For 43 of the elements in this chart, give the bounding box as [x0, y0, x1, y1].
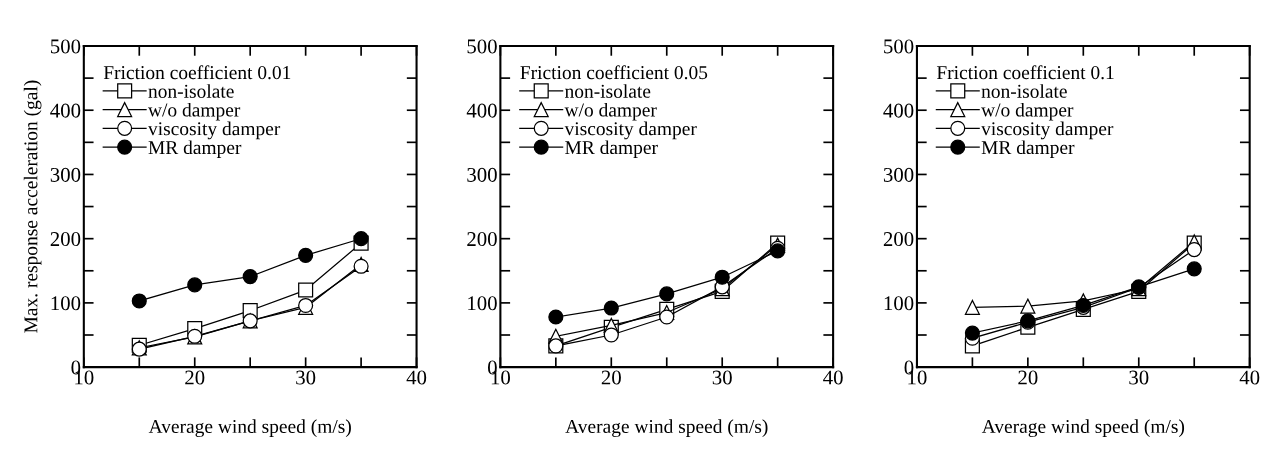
- x-tick-label: 30: [296, 370, 316, 385]
- legend-label: viscosity damper: [147, 121, 281, 140]
- y-tick-label: 100: [884, 296, 914, 311]
- x-tick-label: 40: [1239, 370, 1260, 385]
- x-axis-title: Average wind speed (m/s): [565, 419, 768, 438]
- y-tick-label: 400: [466, 103, 497, 118]
- y-tick-label: 100: [51, 296, 81, 311]
- legend-label: w/o damper: [564, 102, 657, 121]
- x-axis-title: Average wind speed (m/s): [981, 419, 1185, 438]
- y-tick-label: 100: [468, 296, 497, 311]
- x-tick-label: 20: [185, 370, 205, 385]
- y-tick-label: 500: [884, 39, 914, 54]
- y-tick-label: 200: [467, 232, 497, 247]
- y-tick-label: 500: [51, 39, 81, 54]
- legend-label: viscosity damper: [981, 121, 1114, 140]
- x-tick-label: 20: [1018, 370, 1038, 385]
- x-axis-title: Average wind speed (m/s): [148, 419, 351, 438]
- legend-title: Friction coefficient 0.01: [103, 65, 291, 80]
- legend-label: non-isolate: [564, 84, 651, 98]
- legend-label: MR damper: [148, 140, 242, 159]
- legend-label: non-isolate: [981, 84, 1067, 98]
- y-tick-label: 300: [883, 167, 914, 182]
- x-tick-label: 40: [823, 370, 843, 385]
- x-tick-label: 30: [712, 370, 732, 385]
- legend-label: MR damper: [565, 140, 658, 159]
- x-tick-label: 20: [601, 370, 621, 385]
- legend-label: w/o damper: [148, 102, 241, 121]
- y-tick-label: 200: [50, 232, 81, 247]
- legend-label: w/o damper: [981, 102, 1074, 121]
- legend-title: Friction coefficient 0.05: [520, 65, 708, 80]
- legend-label: MR damper: [981, 140, 1075, 159]
- y-tick-label: 300: [467, 167, 497, 182]
- y-tick-label: 400: [50, 103, 81, 118]
- y-axis-title: Max. response acceleration (gal): [23, 80, 42, 333]
- legend-label: viscosity damper: [564, 121, 697, 140]
- y-tick-label: 400: [883, 103, 914, 118]
- y-tick-label: 500: [467, 39, 497, 54]
- legend-title: Friction coefficient 0.1: [936, 65, 1114, 80]
- y-tick-label: 300: [50, 167, 81, 182]
- x-tick-label: 30: [1129, 370, 1149, 385]
- legend-label: non-isolate: [148, 84, 234, 98]
- x-tick-label: 40: [406, 370, 427, 385]
- y-tick-label: 200: [883, 232, 914, 247]
